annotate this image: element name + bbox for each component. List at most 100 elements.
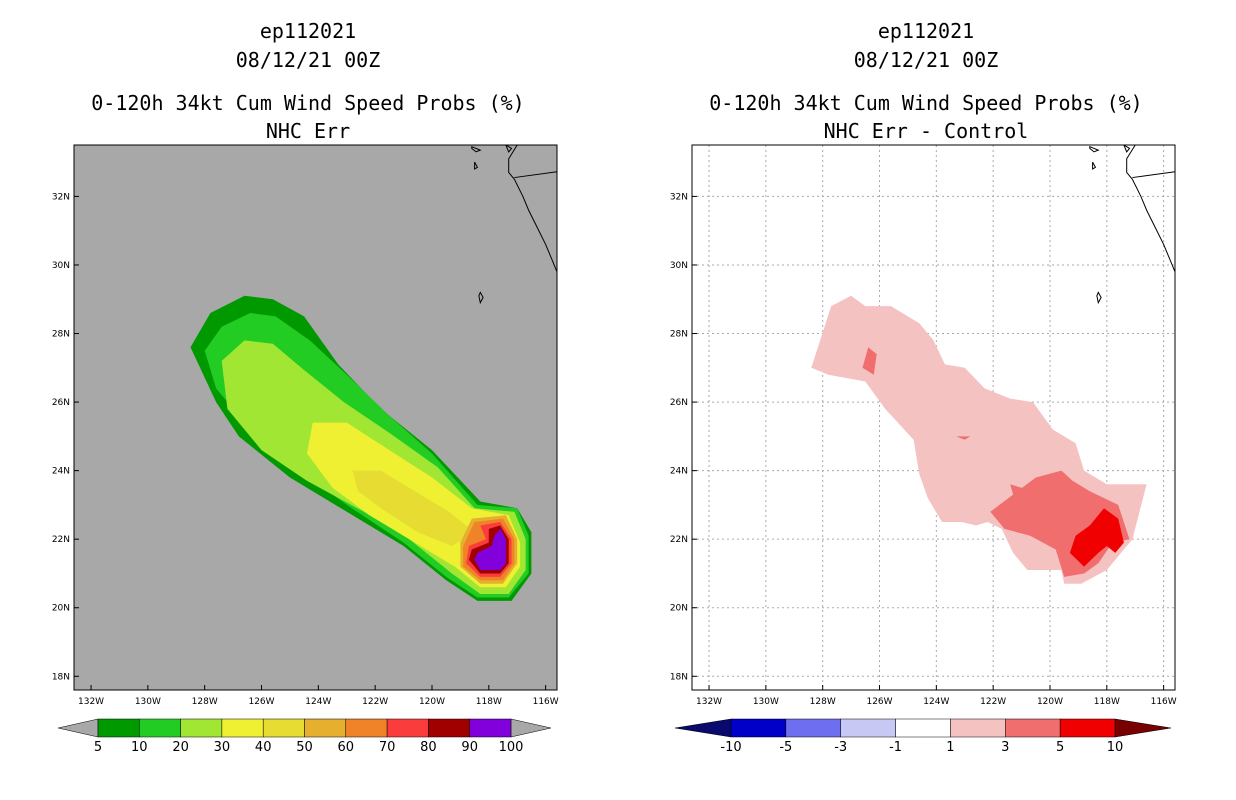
- y-tick-label: 28N: [670, 330, 688, 340]
- chart-subtitle: NHC Err: [266, 119, 350, 143]
- y-tick-label: 26N: [52, 398, 70, 408]
- x-tick-label: 132W: [696, 697, 722, 707]
- colorbar-label: 40: [255, 740, 272, 755]
- colorbar-swatch: [895, 718, 951, 738]
- contour-level-3: [862, 347, 877, 375]
- contour-level-5: [1069, 508, 1124, 567]
- colorbar-swatch: [180, 718, 223, 738]
- y-tick-label: 32N: [52, 192, 70, 202]
- colorbar-swatch: [221, 718, 264, 738]
- colorbar-swatch: [386, 718, 429, 738]
- forecast-datetime: 08/12/21 00Z: [236, 48, 381, 72]
- colorbar-swatch: [1005, 718, 1061, 738]
- y-tick-label: 20N: [670, 604, 688, 614]
- colorbar-swatch: [97, 718, 140, 738]
- country-border: [514, 171, 557, 179]
- colorbar-label: 3: [1001, 740, 1009, 755]
- colorbar-label: 10: [131, 740, 148, 755]
- difference-panel: ep112021 08/12/21 00Z 0-120h 34kt Cum Wind…: [670, 19, 1177, 755]
- island: [1092, 161, 1097, 170]
- colorbar-label: 50: [296, 740, 313, 755]
- y-tick-label: 26N: [670, 398, 688, 408]
- country-border: [1132, 171, 1175, 179]
- plot-area: [692, 145, 1175, 690]
- colorbar-swatch: [428, 718, 470, 738]
- x-tick-label: 126W: [248, 697, 274, 707]
- x-tick-label: 130W: [135, 697, 161, 707]
- island: [471, 145, 482, 153]
- colorbar-label: 80: [420, 740, 437, 755]
- y-tick-label: 18N: [670, 672, 688, 682]
- x-tick-label: 132W: [78, 697, 104, 707]
- plot-area: [190, 145, 557, 601]
- x-tick-label: 118W: [1094, 697, 1120, 707]
- chart-title: 0-120h 34kt Cum Wind Speed Probs (%): [709, 91, 1142, 115]
- x-tick-label: 124W: [305, 697, 331, 707]
- y-tick-label: 24N: [52, 467, 70, 477]
- x-tick-label: 120W: [1037, 697, 1063, 707]
- colorbar-label: 1: [946, 740, 954, 755]
- contour-level-3: [956, 436, 971, 440]
- island: [1089, 145, 1100, 153]
- contour-level-3: [1010, 484, 1033, 499]
- colorbar-label: 10: [1107, 740, 1124, 755]
- x-tick-label: 116W: [533, 697, 559, 707]
- colorbar-label: 70: [379, 740, 396, 755]
- y-tick-label: 20N: [52, 604, 70, 614]
- colorbar-label: 5: [1056, 740, 1064, 755]
- x-tick-label: 122W: [980, 697, 1006, 707]
- probability-panel: ep112021 08/12/21 00Z 0-120h 34kt Cum Wind…: [52, 19, 559, 755]
- island: [478, 291, 484, 305]
- colorbar-swatch: [139, 718, 181, 738]
- colorbar-label: -10: [720, 740, 741, 755]
- coastline: [1126, 145, 1175, 273]
- x-tick-label: 130W: [753, 697, 779, 707]
- colorbar-swatch: [950, 718, 1006, 738]
- colorbar-swatch: [840, 718, 896, 738]
- y-tick-label: 18N: [52, 672, 70, 682]
- colorbar-swatch: [262, 718, 305, 738]
- x-tick-label: 120W: [419, 697, 445, 707]
- y-tick-label: 32N: [670, 192, 688, 202]
- island: [1096, 291, 1102, 305]
- x-tick-label: 122W: [362, 697, 388, 707]
- island: [474, 161, 479, 170]
- colorbar-swatch: [730, 718, 787, 738]
- coastline: [508, 145, 557, 273]
- colorbar-swatch: [469, 718, 512, 738]
- forecast-datetime: 08/12/21 00Z: [854, 48, 999, 72]
- colorbar-high-end: [1114, 718, 1172, 738]
- chart-subtitle: NHC Err - Control: [824, 119, 1029, 143]
- colorbar-label: 20: [172, 740, 189, 755]
- colorbar-swatch: [785, 718, 841, 738]
- x-tick-label: 116W: [1151, 697, 1177, 707]
- x-tick-label: 128W: [192, 697, 218, 707]
- plot-frame: [73, 144, 558, 691]
- y-tick-label: 30N: [670, 261, 688, 271]
- colorbar-label: -5: [779, 740, 792, 755]
- colorbar-label: -1: [889, 740, 902, 755]
- colorbar-label: 5: [94, 740, 102, 755]
- colorbar-swatch: [345, 718, 388, 738]
- colorbar-low-end: [57, 718, 99, 738]
- colorbar-label: 90: [461, 740, 478, 755]
- y-tick-label: 22N: [670, 535, 688, 545]
- colorbar-low-end: [674, 718, 732, 738]
- y-tick-label: 28N: [52, 330, 70, 340]
- y-tick-label: 30N: [52, 261, 70, 271]
- x-tick-label: 124W: [923, 697, 949, 707]
- colorbar-label: 60: [338, 740, 355, 755]
- island: [1123, 145, 1131, 153]
- colorbar-label: 100: [499, 740, 524, 755]
- x-tick-label: 126W: [866, 697, 892, 707]
- contour-level-90: [474, 528, 506, 570]
- contour-level-40: [352, 470, 475, 546]
- colorbar-swatch: [1059, 718, 1116, 738]
- y-tick-label: 22N: [52, 535, 70, 545]
- colorbar-high-end: [510, 718, 552, 738]
- plot-frame: [691, 144, 1176, 691]
- colorbar-label: 30: [214, 740, 231, 755]
- chart-title: 0-120h 34kt Cum Wind Speed Probs (%): [91, 91, 524, 115]
- storm-id: ep112021: [878, 19, 974, 43]
